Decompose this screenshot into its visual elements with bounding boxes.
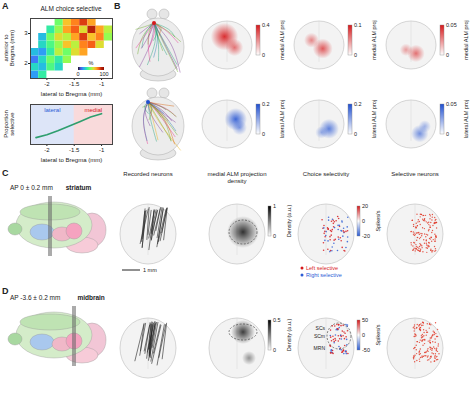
svg-text:SCm: SCm — [314, 333, 325, 339]
svg-text:0.1: 0.1 — [354, 22, 362, 28]
svg-text:AP 0 ± 0.2 mm: AP 0 ± 0.2 mm — [10, 184, 53, 191]
svg-text:-1: -1 — [99, 147, 105, 153]
svg-text:-2: -2 — [44, 81, 50, 87]
svg-text:-20: -20 — [362, 233, 370, 239]
svg-text:Bregma (mm): Bregma (mm) — [9, 30, 15, 67]
svg-text:density: density — [227, 178, 246, 184]
svg-text:anterior to: anterior to — [3, 34, 9, 62]
svg-text:D: D — [2, 286, 9, 296]
svg-text:SCs: SCs — [316, 325, 326, 331]
svg-text:0.05: 0.05 — [446, 22, 457, 28]
svg-text:lateral: lateral — [44, 107, 60, 113]
svg-text:-1.5: -1.5 — [69, 147, 80, 153]
svg-text:medial ALM proj: medial ALM proj — [279, 20, 285, 59]
svg-text:Spikes/s: Spikes/s — [375, 324, 381, 345]
svg-text:0: 0 — [262, 52, 265, 58]
svg-text:medial: medial — [85, 107, 103, 113]
svg-text:0.2: 0.2 — [262, 101, 270, 107]
svg-text:0: 0 — [362, 332, 365, 338]
svg-text:0.2: 0.2 — [354, 101, 362, 107]
svg-text:medial ALM proj: medial ALM proj — [463, 20, 469, 59]
svg-text:0: 0 — [354, 52, 357, 58]
svg-text:Choice selectivity: Choice selectivity — [303, 171, 349, 177]
svg-text:2: 2 — [24, 60, 28, 66]
svg-text:ALM choice selective: ALM choice selective — [40, 5, 101, 12]
svg-text:lateral ALM proj: lateral ALM proj — [371, 100, 377, 138]
svg-text:striatum: striatum — [66, 184, 92, 191]
svg-text:0: 0 — [76, 71, 79, 77]
svg-text:Proportion: Proportion — [3, 110, 9, 138]
svg-text:0: 0 — [273, 233, 276, 239]
svg-text:0.05: 0.05 — [446, 101, 457, 107]
svg-text:0: 0 — [273, 347, 276, 353]
svg-text:0: 0 — [262, 131, 265, 137]
svg-text:midbrain: midbrain — [77, 294, 104, 301]
svg-text:AP -3.6 ± 0.2 mm: AP -3.6 ± 0.2 mm — [10, 294, 60, 301]
svg-text:0: 0 — [446, 52, 449, 58]
svg-text:3: 3 — [24, 30, 28, 36]
svg-text:-1.5: -1.5 — [69, 81, 80, 87]
svg-text:0.4: 0.4 — [262, 22, 270, 28]
svg-text:A: A — [2, 1, 9, 11]
svg-text:-2: -2 — [44, 147, 50, 153]
svg-text:lateral to Bregma (mm): lateral to Bregma (mm) — [41, 157, 102, 163]
svg-text:Density (a.u.): Density (a.u.) — [286, 204, 292, 237]
svg-text:-1: -1 — [99, 81, 105, 87]
svg-text:1 mm: 1 mm — [143, 267, 157, 273]
svg-text:0: 0 — [354, 131, 357, 137]
svg-text:0: 0 — [362, 218, 365, 224]
svg-text:Selective neurons: Selective neurons — [391, 171, 439, 177]
svg-text:0.5: 0.5 — [273, 317, 281, 323]
svg-text:20: 20 — [362, 203, 368, 209]
svg-text:Right selective: Right selective — [306, 272, 342, 278]
svg-text:lateral to Bregma (mm): lateral to Bregma (mm) — [41, 91, 102, 97]
svg-text:Spikes/s: Spikes/s — [375, 210, 381, 231]
svg-text:Recorded neurons: Recorded neurons — [123, 171, 172, 177]
svg-text:lateral ALM proj: lateral ALM proj — [279, 100, 285, 138]
svg-text:100: 100 — [99, 71, 108, 77]
svg-text:MRN: MRN — [314, 345, 326, 351]
svg-text:C: C — [2, 168, 9, 178]
svg-text:0: 0 — [446, 131, 449, 137]
svg-text:B: B — [114, 1, 121, 11]
svg-text:1: 1 — [273, 203, 276, 209]
svg-text:medial ALM proj: medial ALM proj — [371, 20, 377, 59]
svg-text:50: 50 — [362, 317, 368, 323]
svg-text:%: % — [89, 60, 94, 66]
svg-text:Density (a.u.): Density (a.u.) — [286, 318, 292, 351]
svg-text:medial ALM projection: medial ALM projection — [207, 171, 266, 177]
svg-text:selective: selective — [9, 112, 15, 136]
svg-text:-50: -50 — [362, 347, 370, 353]
svg-text:lateral ALM proj: lateral ALM proj — [463, 100, 469, 138]
svg-text:Left selective: Left selective — [306, 265, 338, 271]
